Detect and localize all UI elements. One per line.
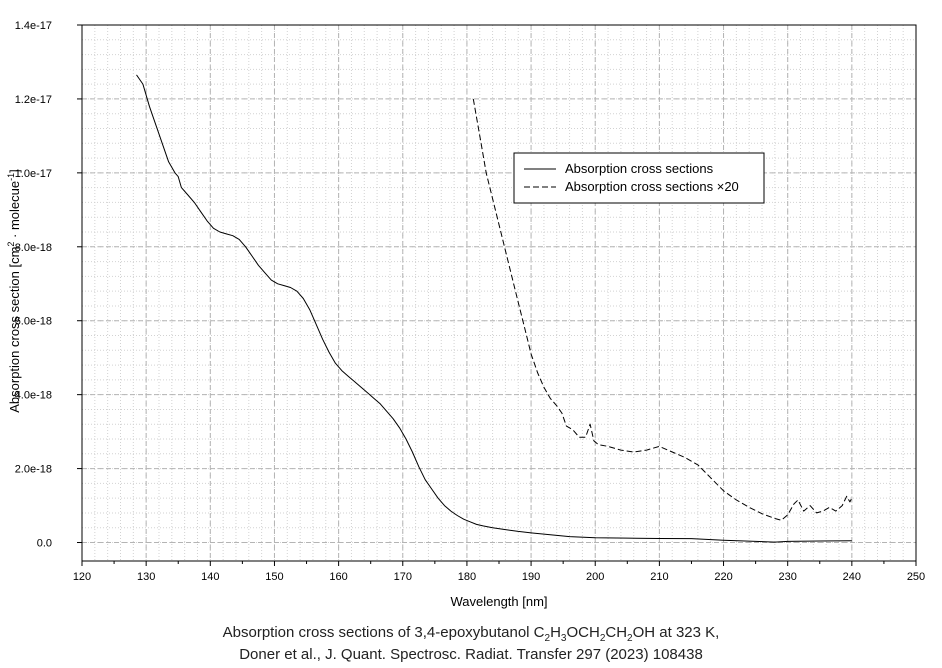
- x-tick-labels: 120 130 140 150 160 170 180 190 200 210 220 230 240 2…: [73, 571, 925, 583]
- caption-text-e: OH at 323 K,: [632, 624, 720, 641]
- y-tick-label: 8.0e-18: [15, 242, 52, 254]
- caption-sub-4: 2: [627, 633, 633, 644]
- y-axis-label-sup1: 2: [6, 242, 16, 247]
- x-tick-label: 140: [201, 571, 219, 583]
- x-tick-label: 240: [843, 571, 861, 583]
- x-tick-label: 230: [779, 571, 797, 583]
- y-tick-label: 1.4e-17: [15, 20, 52, 32]
- y-tick-label: 1.2e-17: [15, 94, 52, 106]
- tick-marks: [77, 24, 917, 566]
- legend-label-dashed: Absorption cross sections ×20: [565, 179, 739, 194]
- x-tick-label: 160: [329, 571, 347, 583]
- caption-sub-2: 3: [560, 633, 567, 644]
- series-layer: [136, 74, 853, 543]
- caption-text-b: H: [550, 624, 561, 641]
- x-tick-label: 150: [265, 571, 283, 583]
- y-tick-label: 2.0e-18: [15, 464, 52, 476]
- y-axis-label-end: ]: [7, 169, 22, 173]
- x-tick-label: 130: [137, 571, 155, 583]
- series-line-absorption-x20: [472, 98, 853, 521]
- caption-text-d: CH: [605, 624, 628, 641]
- x-tick-label: 220: [714, 571, 732, 583]
- series-line-absorption: [136, 74, 852, 543]
- y-axis-label: Absorption cross section [cm2 · molecue-…: [6, 169, 22, 413]
- caption-text-c: OCH: [566, 624, 600, 641]
- y-tick-label: 1.0e-17: [15, 168, 52, 180]
- x-tick-label: 190: [522, 571, 540, 583]
- x-tick-label: 210: [650, 571, 668, 583]
- legend-box: [513, 152, 765, 204]
- y-tick-labels: 0.0 2.0e-18 4.0e-18 6.0e-18 8.0e-18 1.0e-17 1.…: [15, 20, 52, 550]
- x-tick-label: 250: [907, 571, 925, 583]
- x-tick-label: 120: [73, 571, 91, 583]
- y-axis-label-mid: · molecue: [7, 181, 22, 242]
- y-tick-label: 0.0: [37, 538, 52, 550]
- caption-sub-1: 2: [544, 633, 551, 644]
- y-tick-label: 4.0e-18: [15, 390, 52, 402]
- caption-sub-3: 2: [599, 633, 606, 644]
- caption-line-2: Doner et al., J. Quant. Spectrosc. Radia…: [239, 646, 703, 663]
- caption-text-a: Absorption cross sections of 3,4-epoxybu…: [222, 624, 545, 641]
- y-tick-label: 6.0e-18: [15, 316, 52, 328]
- legend-label-solid: Absorption cross sections: [565, 161, 714, 176]
- x-tick-label: 180: [458, 571, 476, 583]
- y-axis-label-sup2: -1: [6, 173, 16, 181]
- y-axis-label-main: Absorption cross section [cm: [7, 247, 22, 413]
- x-tick-label: 200: [586, 571, 604, 583]
- absorption-chart: 120 130 140 150 160 170 180 190 200 210 220 230 240 2…: [6, 20, 925, 609]
- caption-line-1: Absorption cross sections of 3,4-epoxybu…: [0, 624, 942, 644]
- x-tick-label: 170: [394, 571, 412, 583]
- legend: Absorption cross sections Absorption cro…: [513, 152, 765, 204]
- x-axis-label: Wavelength [nm]: [450, 594, 547, 609]
- plot-background: [82, 25, 916, 561]
